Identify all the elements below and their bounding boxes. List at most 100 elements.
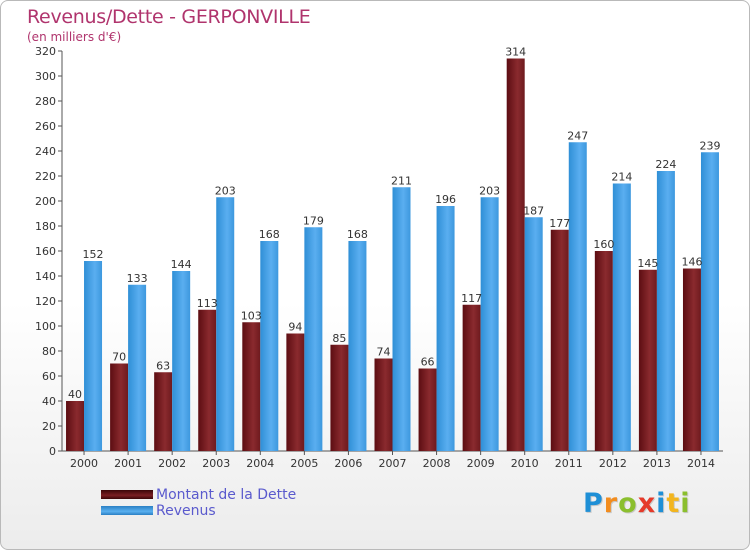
proxiti-logo: Proxiti — [583, 488, 691, 519]
legend-swatch-revenue — [101, 506, 153, 515]
y-tick-label: 20 — [42, 420, 56, 433]
x-tick-label: 2013 — [643, 457, 671, 470]
data-label-debt: 146 — [681, 256, 702, 269]
data-label-debt: 63 — [156, 359, 170, 372]
y-tick-label: 0 — [49, 445, 56, 458]
x-tick-label: 2010 — [511, 457, 539, 470]
x-tick-label: 2005 — [290, 457, 318, 470]
logo-letter: i — [680, 488, 691, 519]
y-tick-label: 180 — [35, 220, 56, 233]
logo-letter: P — [583, 488, 604, 519]
bar-revenue — [656, 171, 675, 451]
data-label-revenue: 203 — [215, 184, 236, 197]
x-tick-label: 2004 — [246, 457, 274, 470]
x-tick-label: 2011 — [555, 457, 583, 470]
bar-debt — [154, 372, 173, 451]
chart-title: Revenus/Dette - GERPONVILLE — [27, 6, 311, 28]
bar-debt — [198, 309, 217, 451]
bar-debt — [550, 229, 569, 451]
x-tick-label: 2000 — [70, 457, 98, 470]
logo-letter: o — [618, 488, 638, 519]
bar-revenue — [128, 284, 147, 451]
data-label-debt: 94 — [288, 321, 302, 334]
y-tick-label: 220 — [35, 170, 56, 183]
data-label-revenue: 168 — [347, 228, 368, 241]
y-tick-label: 280 — [35, 95, 56, 108]
bar-revenue — [348, 241, 367, 451]
bar-revenue — [304, 227, 323, 451]
bar-revenue — [612, 183, 631, 451]
logo-letter: i — [656, 488, 667, 519]
bar-revenue — [172, 271, 191, 451]
bar-debt — [594, 251, 613, 451]
y-tick-label: 160 — [35, 245, 56, 258]
bar-debt — [242, 322, 261, 451]
data-label-revenue: 144 — [171, 258, 192, 271]
x-tick-label: 2003 — [202, 457, 230, 470]
bar-revenue — [700, 152, 719, 451]
data-label-revenue: 203 — [479, 184, 500, 197]
bar-debt — [506, 58, 525, 451]
data-label-revenue: 214 — [611, 171, 632, 184]
y-tick-label: 80 — [42, 345, 56, 358]
x-tick-label: 2006 — [334, 457, 362, 470]
bar-debt — [374, 358, 393, 451]
bar-revenue — [524, 217, 543, 451]
bar-debt — [330, 344, 349, 451]
y-tick-label: 200 — [35, 195, 56, 208]
legend-swatch-debt — [101, 490, 153, 499]
logo-letter: r — [603, 488, 619, 519]
y-tick-label: 100 — [35, 320, 56, 333]
x-tick-label: 2001 — [114, 457, 142, 470]
y-tick-label: 300 — [35, 70, 56, 83]
data-label-revenue: 133 — [127, 272, 148, 285]
data-label-debt: 314 — [505, 46, 526, 59]
data-label-debt: 85 — [332, 332, 346, 345]
data-label-debt: 145 — [637, 257, 658, 270]
legend-label-revenue: Revenus — [156, 503, 216, 519]
data-label-debt: 103 — [241, 309, 262, 322]
data-label-revenue: 247 — [567, 129, 588, 142]
y-tick-label: 120 — [35, 295, 56, 308]
legend-label-debt: Montant de la Dette — [156, 487, 297, 503]
y-tick-label: 140 — [35, 270, 56, 283]
data-label-debt: 160 — [593, 238, 614, 251]
data-label-revenue: 211 — [391, 174, 412, 187]
bar-revenue — [216, 197, 235, 451]
x-tick-label: 2008 — [423, 457, 451, 470]
bar-debt — [286, 333, 305, 451]
data-label-revenue: 224 — [655, 158, 676, 171]
bar-debt — [418, 368, 437, 451]
bar-debt — [110, 363, 129, 451]
y-tick-label: 40 — [42, 395, 56, 408]
data-label-debt: 113 — [197, 297, 218, 310]
bar-revenue — [260, 241, 279, 451]
y-tick-label: 260 — [35, 120, 56, 133]
data-label-revenue: 179 — [303, 214, 324, 227]
data-label-debt: 117 — [461, 292, 482, 305]
x-tick-label: 2007 — [379, 457, 407, 470]
bar-revenue — [436, 206, 455, 451]
bar-debt — [66, 401, 85, 451]
x-tick-label: 2012 — [599, 457, 627, 470]
y-tick-label: 240 — [35, 145, 56, 158]
data-label-revenue: 196 — [435, 193, 456, 206]
data-label-debt: 70 — [112, 351, 126, 364]
bar-debt — [638, 269, 657, 451]
data-label-revenue: 239 — [699, 139, 720, 152]
data-label-revenue: 187 — [523, 204, 544, 217]
x-tick-label: 2009 — [467, 457, 495, 470]
bar-debt — [682, 268, 701, 451]
bar-revenue — [392, 187, 411, 451]
x-tick-label: 2014 — [687, 457, 715, 470]
bar-revenue — [568, 142, 587, 451]
data-label-debt: 74 — [377, 346, 391, 359]
logo-letter: t — [666, 488, 681, 519]
data-label-debt: 40 — [68, 388, 82, 401]
y-tick-label: 320 — [35, 45, 56, 58]
data-label-debt: 177 — [549, 217, 570, 230]
bar-debt — [462, 304, 481, 451]
logo-letter: x — [637, 488, 657, 519]
